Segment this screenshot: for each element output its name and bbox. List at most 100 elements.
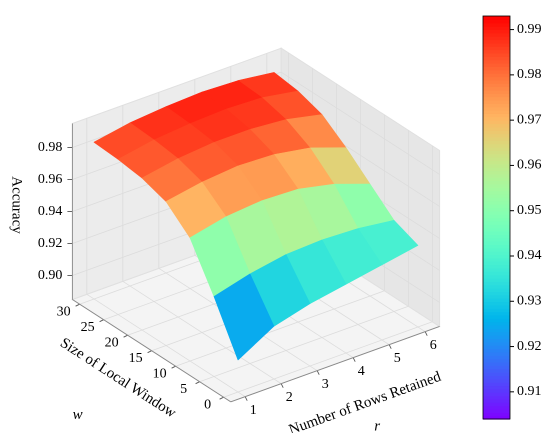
colorbar-tick-label: 0.92: [517, 339, 542, 354]
colorbar-segment: [483, 157, 510, 162]
colorbar-segment: [483, 230, 510, 235]
colorbar-segment: [483, 405, 510, 410]
colorbar-segment: [483, 187, 510, 192]
colorbar-segment: [483, 183, 510, 188]
colorbar-segment: [483, 19, 510, 24]
colorbar-segment: [483, 351, 510, 356]
colorbar-segment: [483, 103, 510, 108]
colorbar-segment: [483, 120, 510, 125]
z-axis-label: Accuracy: [9, 176, 25, 234]
colorbar-segment: [483, 193, 510, 198]
x-tick-label: 6: [430, 338, 437, 353]
colorbar-segment: [483, 244, 510, 249]
x-tick: [244, 396, 248, 401]
colorbar-segment: [483, 210, 510, 215]
z-tick-label: 0.90: [38, 268, 63, 283]
colorbar-tick-label: 0.98: [517, 67, 542, 82]
colorbar-segment: [483, 177, 510, 182]
colorbar-segment: [483, 318, 510, 323]
colorbar-segment: [483, 338, 510, 343]
colorbar-segment: [483, 314, 510, 319]
y-tick-label: 0: [204, 397, 211, 412]
colorbar-segment: [483, 150, 510, 155]
colorbar-segment: [483, 271, 510, 276]
colorbar-segment: [483, 368, 510, 373]
colorbar-tick-label: 0.96: [517, 158, 542, 173]
colorbar-tick-label: 0.94: [517, 248, 542, 263]
colorbar-segment: [483, 227, 510, 232]
colorbar-segment: [483, 200, 510, 205]
colorbar: 0.91 0.92 0.93 0.94 0.95 0.96 0.97 0.98 0.99: [482, 15, 542, 420]
colorbar-tick-label: 0.97: [517, 112, 542, 127]
surface-cell: [213, 273, 275, 361]
colorbar-segment: [483, 335, 510, 339]
colorbar-segment: [483, 247, 510, 252]
colorbar-segment: [483, 32, 510, 37]
colorbar-tick-label: 0.95: [517, 203, 542, 218]
x-tick: [316, 370, 320, 375]
x-axis-line: [230, 326, 440, 403]
x-tick-label: 2: [286, 390, 293, 405]
y-tick-label: 30: [57, 304, 71, 319]
colorbar-segment: [483, 365, 510, 370]
z-tick-label: 0.94: [38, 204, 63, 219]
colorbar-segment: [483, 234, 510, 239]
y-tick: [75, 303, 80, 307]
y-tick: [99, 319, 104, 323]
colorbar-segment: [483, 106, 510, 111]
colorbar-segment: [483, 163, 510, 168]
colorbar-segment: [483, 251, 510, 256]
colorbar-segment: [483, 49, 510, 54]
colorbar-segment: [483, 214, 510, 219]
colorbar-segment: [483, 140, 510, 145]
colorbar-segment: [483, 86, 510, 91]
colorbar-segment: [483, 123, 510, 128]
colorbar-segment: [483, 76, 510, 81]
colorbar-segment: [483, 113, 510, 118]
colorbar-segment: [483, 301, 510, 306]
colorbar-segment: [483, 224, 510, 229]
colorbar-segment: [483, 22, 510, 27]
colorbar-segment: [483, 321, 510, 326]
colorbar-segment: [483, 167, 510, 172]
colorbar-segment: [483, 143, 510, 148]
colorbar-segment: [483, 254, 510, 259]
colorbar-segment: [483, 130, 510, 135]
colorbar-segment: [483, 291, 510, 296]
x-axis-symbol: r: [374, 419, 380, 433]
colorbar-tick-label: 0.99: [517, 22, 542, 37]
colorbar-segment: [483, 26, 510, 31]
x-tick-label: 5: [394, 351, 401, 366]
y-tick: [171, 365, 176, 369]
colorbar-segment: [483, 220, 510, 225]
colorbar-segment: [483, 56, 510, 61]
grid-line: [175, 290, 385, 367]
colorbar-segment: [483, 257, 510, 262]
colorbar-segment: [483, 274, 510, 279]
colorbar-segment: [483, 59, 510, 64]
x-tick: [352, 357, 356, 362]
colorbar-segment: [483, 69, 510, 74]
colorbar-segment: [483, 89, 510, 94]
colorbar-segment: [483, 116, 510, 121]
colorbar-segment: [483, 382, 510, 387]
colorbar-segment: [483, 348, 510, 353]
colorbar-segment: [483, 99, 510, 104]
colorbar-segment: [483, 412, 510, 417]
colorbar-segment: [483, 197, 510, 202]
grid-line: [199, 305, 409, 383]
colorbar-segment: [483, 93, 510, 98]
colorbar-segment: [483, 190, 510, 195]
colorbar-segment: [483, 126, 510, 131]
x-tick-label: 1: [250, 403, 257, 418]
y-tick-label: 5: [180, 382, 187, 397]
y-tick: [123, 334, 128, 338]
colorbar-segment: [483, 375, 510, 380]
surface: [93, 72, 419, 361]
colorbar-segment: [483, 288, 510, 292]
colorbar-segment: [483, 264, 510, 269]
x-tick: [388, 344, 392, 349]
colorbar-segment: [483, 361, 510, 366]
colorbar-segment: [483, 324, 510, 329]
